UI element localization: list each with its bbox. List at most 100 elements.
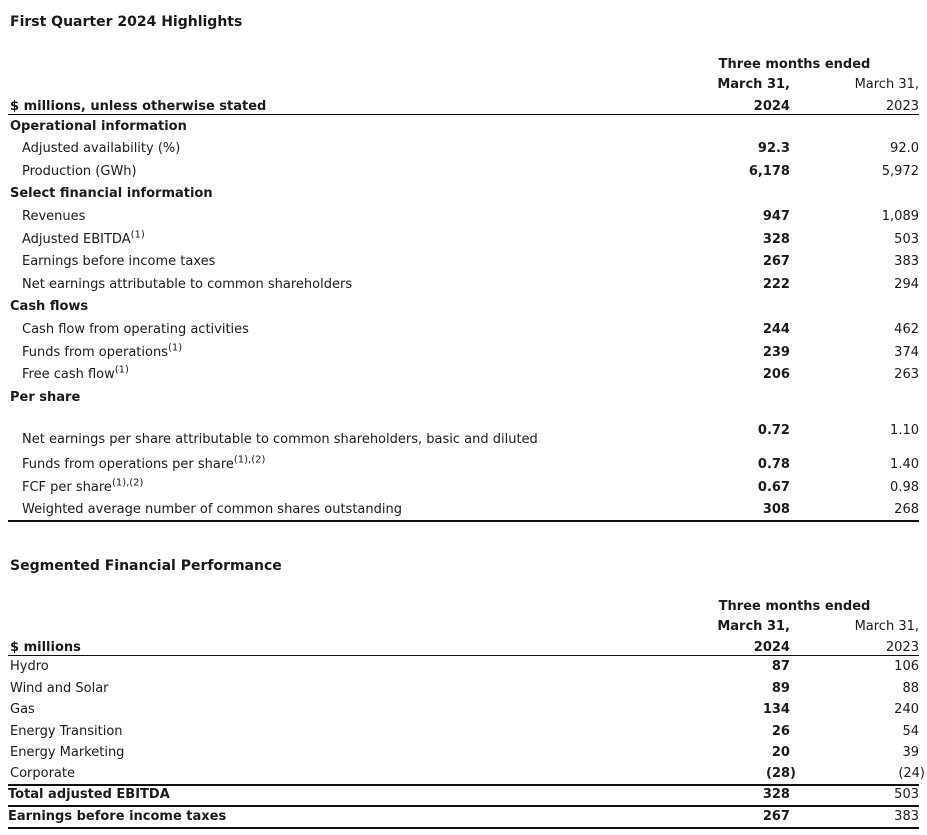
total-row: Earnings before income taxes 267 383 bbox=[8, 806, 919, 829]
value-2024-cell: 20 bbox=[771, 745, 790, 760]
value-2024-cell: (28) bbox=[669, 763, 796, 786]
table-row: Earnings before income taxes 267 383 bbox=[8, 250, 919, 273]
row-label: Gas bbox=[10, 702, 35, 717]
year-header-row: $ millions, unless otherwise stated 2024… bbox=[8, 92, 919, 115]
value-2024-cell: 239 bbox=[762, 344, 790, 360]
value-2024-cell: 0.67 bbox=[757, 479, 790, 495]
value-2023-cell: 54 bbox=[902, 723, 919, 739]
total-row: Total adjusted EBITDA 328 503 bbox=[8, 784, 919, 807]
row-label: FCF per share bbox=[22, 479, 112, 495]
table-row: Revenues 947 1,089 bbox=[8, 204, 919, 227]
value-2023-cell: 263 bbox=[894, 367, 919, 383]
row-label: Earnings before income taxes bbox=[8, 806, 670, 829]
value-2024-cell: 328 bbox=[669, 784, 790, 807]
date-header-row: March 31, March 31, bbox=[8, 72, 919, 92]
row-label: Total adjusted EBITDA bbox=[8, 784, 670, 807]
column-header-2023-year: 2023 bbox=[789, 92, 919, 115]
row-label: Production (GWh) bbox=[22, 163, 137, 179]
table-row: Production (GWh) 6,178 5,972 bbox=[8, 159, 919, 182]
column-header-2023-date: March 31, bbox=[854, 77, 919, 92]
header-spacer bbox=[8, 614, 670, 634]
value-2023-cell: 240 bbox=[894, 702, 919, 717]
row-label: Funds from operations per share bbox=[22, 457, 234, 473]
table-row: Energy Transition 26 54 bbox=[8, 720, 919, 742]
value-2024-cell: 308 bbox=[669, 497, 790, 522]
table-row: Gas 134 240 bbox=[8, 699, 919, 721]
period-header-row: Three months ended bbox=[8, 593, 919, 614]
value-2023-cell: 92.0 bbox=[890, 141, 919, 157]
value-2024-cell: 6,178 bbox=[748, 163, 790, 179]
column-header-2024-date: March 31, bbox=[717, 77, 790, 92]
value-2023-cell: 503 bbox=[789, 784, 919, 807]
section-label: Per share bbox=[10, 389, 81, 405]
row-label: Net earnings per share attributable to c… bbox=[22, 431, 538, 447]
table-row: Corporate (28) (24) bbox=[8, 763, 925, 786]
section-label: Select financial information bbox=[10, 186, 213, 202]
row-label: Cash flow from operating activities bbox=[22, 321, 249, 337]
column-header-2024-year: 2024 bbox=[669, 633, 790, 656]
row-label: Energy Transition bbox=[10, 723, 123, 739]
value-2023-cell: 39 bbox=[902, 745, 919, 760]
value-2024-cell: 267 bbox=[762, 254, 790, 270]
header-spacer bbox=[8, 51, 670, 72]
value-2024-cell: 0.72 bbox=[757, 422, 790, 438]
row-label: Hydro bbox=[10, 659, 49, 674]
value-2024-cell: 26 bbox=[771, 723, 790, 739]
row-label: Adjusted availability (%) bbox=[22, 141, 181, 157]
section-label: Operational information bbox=[10, 118, 187, 134]
table-row: Free cash flow(1) 206 263 bbox=[8, 363, 919, 386]
year-header-row: $ millions 2024 2023 bbox=[8, 633, 919, 656]
value-2023-cell: 294 bbox=[894, 276, 919, 292]
row-label: Corporate bbox=[8, 763, 670, 786]
row-label: Net earnings attributable to common shar… bbox=[22, 276, 353, 292]
footnote-superscript: (1) bbox=[114, 364, 129, 376]
table-row: Cash flow from operating activities 244 … bbox=[8, 317, 919, 340]
value-2023-cell: 5,972 bbox=[881, 163, 919, 179]
value-2023-cell: 383 bbox=[789, 806, 919, 829]
row-label: Weighted average number of common shares… bbox=[22, 501, 402, 517]
value-2023-cell: 383 bbox=[894, 254, 919, 270]
value-2023-cell: 374 bbox=[894, 344, 919, 360]
table-row: Adjusted EBITDA(1) 328 503 bbox=[8, 227, 919, 250]
unit-label: $ millions bbox=[8, 633, 670, 656]
table-row: Net earnings attributable to common shar… bbox=[8, 272, 919, 295]
value-2023-cell: 268 bbox=[789, 497, 919, 522]
value-2023-cell: 106 bbox=[894, 659, 919, 674]
table-row: Adjusted availability (%) 92.3 92.0 bbox=[8, 137, 919, 160]
period-ended-label: Three months ended bbox=[718, 57, 871, 72]
section-row: Cash flows bbox=[8, 295, 919, 318]
row-label: Free cash flow bbox=[22, 367, 115, 383]
period-ended-label: Three months ended bbox=[718, 598, 871, 614]
value-2024-cell: 206 bbox=[762, 367, 790, 383]
highlights-table: Three months ended March 31, March 31, $… bbox=[8, 51, 919, 522]
value-2023-cell: 1,089 bbox=[881, 208, 919, 224]
column-header-2024-date: March 31, bbox=[717, 618, 790, 634]
column-header-2024-year: 2024 bbox=[669, 92, 790, 115]
table-row: Hydro 87 106 bbox=[8, 656, 919, 678]
report-title: First Quarter 2024 Highlights bbox=[10, 14, 243, 30]
segmented-table-header: Three months ended March 31, March 31, $… bbox=[8, 593, 919, 656]
row-label: Funds from operations bbox=[22, 344, 168, 360]
footnote-superscript: (1) bbox=[167, 342, 183, 354]
value-2024-cell: 92.3 bbox=[757, 141, 790, 157]
value-2024-cell: 267 bbox=[669, 806, 790, 829]
column-header-2023-year: 2023 bbox=[789, 633, 919, 656]
table-row: Net earnings per share attributable to c… bbox=[8, 408, 919, 453]
section-title: Segmented Financial Performance bbox=[10, 557, 282, 574]
row-label: Wind and Solar bbox=[10, 680, 109, 696]
unit-label: $ millions, unless otherwise stated bbox=[8, 92, 670, 115]
row-label: Energy Marketing bbox=[10, 745, 125, 760]
highlights-table-header: Three months ended March 31, March 31, $… bbox=[8, 51, 919, 115]
value-2024-cell: 87 bbox=[771, 659, 790, 674]
period-header-row: Three months ended bbox=[8, 51, 919, 72]
value-2024-cell: 89 bbox=[771, 680, 790, 696]
value-2023-cell: 88 bbox=[902, 680, 919, 696]
value-2024-cell: 328 bbox=[762, 231, 790, 247]
section-label: Cash flows bbox=[10, 299, 89, 315]
segmented-table: Three months ended March 31, March 31, $… bbox=[8, 593, 925, 829]
value-2023-cell: 503 bbox=[894, 231, 919, 247]
row-label: Adjusted EBITDA bbox=[22, 231, 131, 247]
value-2023-cell: 1.40 bbox=[890, 457, 919, 473]
value-2024-cell: 244 bbox=[762, 321, 790, 337]
row-label: Revenues bbox=[22, 208, 86, 224]
